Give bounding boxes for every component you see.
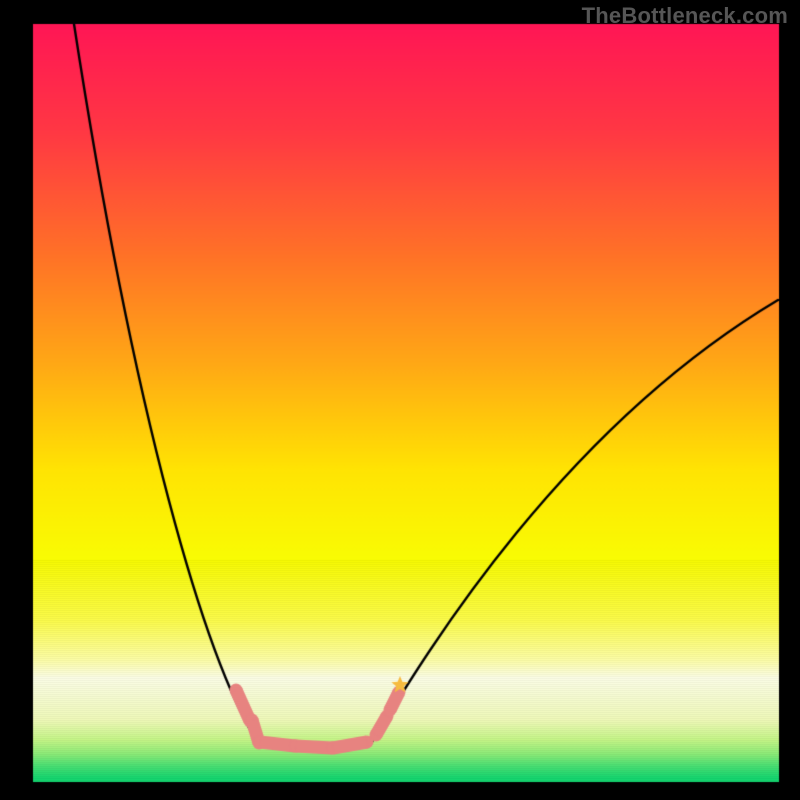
chart-stage: TheBottleneck.com: [0, 0, 800, 800]
watermark-text: TheBottleneck.com: [582, 3, 788, 29]
chart-canvas: [0, 0, 800, 800]
